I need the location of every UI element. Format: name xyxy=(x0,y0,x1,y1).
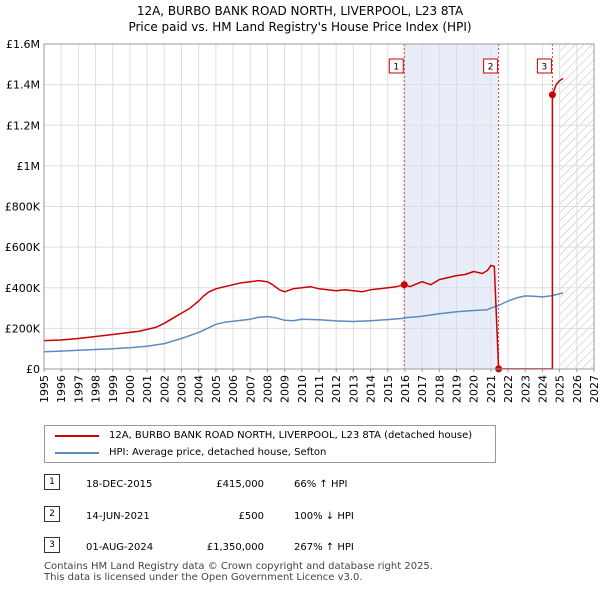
sale-label-number: 1 xyxy=(393,63,399,73)
y-tick-label: £600K xyxy=(5,241,41,254)
x-tick-label: 2017 xyxy=(416,375,429,403)
sale-date: 01-AUG-2024 xyxy=(86,542,154,553)
sale-hpi-change: 267% ↑ HPI xyxy=(294,542,354,553)
x-tick-label: 2025 xyxy=(554,375,567,403)
x-tick-label: 2011 xyxy=(313,375,326,403)
x-tick-label: 2000 xyxy=(124,375,137,403)
y-tick-label: £200K xyxy=(5,322,41,335)
footer-copyright: Contains HM Land Registry data © Crown c… xyxy=(44,561,433,572)
sale-price: £500 xyxy=(238,511,264,522)
chart-legend: 12A, BURBO BANK ROAD NORTH, LIVERPOOL, L… xyxy=(44,425,496,463)
sale-point xyxy=(548,91,556,99)
x-tick-label: 2007 xyxy=(244,375,257,403)
sale-label-number: 2 xyxy=(488,63,494,73)
y-tick-label: £1M xyxy=(17,160,41,173)
x-tick-label: 1997 xyxy=(72,375,85,403)
legend-label-hpi: HPI: Average price, detached house, Seft… xyxy=(109,447,327,458)
x-tick-label: 2020 xyxy=(468,375,481,403)
sale-price: £1,350,000 xyxy=(206,542,264,553)
sale-point xyxy=(400,281,408,289)
x-tick-label: 1996 xyxy=(55,375,68,403)
sale-label-number: 3 xyxy=(542,63,548,73)
x-tick-label: 2022 xyxy=(502,375,515,403)
x-tick-label: 1995 xyxy=(38,375,51,403)
x-tick-label: 2010 xyxy=(296,375,309,403)
price-chart: 1 2 3 £0 £200K £400K £600K £800K £1M £1.2M £1.4M £1… xyxy=(5,38,600,403)
x-tick-label: 2005 xyxy=(210,375,223,403)
x-tick-label: 2003 xyxy=(176,375,189,403)
x-tick-label: 2021 xyxy=(485,375,498,403)
x-tick-label: 2009 xyxy=(279,375,292,403)
footer-licence: This data is licensed under the Open Gov… xyxy=(44,572,363,583)
x-tick-label: 2006 xyxy=(227,375,240,403)
x-tick-label: 2026 xyxy=(571,375,584,403)
sale-date: 14-JUN-2021 xyxy=(86,511,150,522)
x-tick-label: 2023 xyxy=(519,375,532,403)
sale-date: 18-DEC-2015 xyxy=(86,479,153,490)
x-tick-label: 2019 xyxy=(451,375,464,403)
x-tick-label: 2015 xyxy=(382,375,395,403)
sale-number-badge: 1 xyxy=(44,474,60,490)
x-tick-label: 2018 xyxy=(433,375,446,403)
y-tick-label: £0 xyxy=(26,363,40,376)
y-tick-label: £1.6M xyxy=(6,38,40,51)
sale-hpi-change: 66% ↑ HPI xyxy=(294,479,348,490)
hpi-line xyxy=(43,292,564,353)
x-tick-label: 2012 xyxy=(330,375,343,403)
sale-label-box xyxy=(483,58,499,74)
y-tick-label: £800K xyxy=(5,201,41,214)
x-tick-label: 2004 xyxy=(193,375,206,403)
y-tick-label: £1.4M xyxy=(6,79,40,92)
sale-label-box xyxy=(388,58,404,74)
x-tick-label: 2016 xyxy=(399,375,412,403)
y-tick-label: £1.2M xyxy=(6,119,40,132)
legend-swatch-property xyxy=(55,435,99,437)
x-tick-label: 2001 xyxy=(141,375,154,403)
sale-label-box xyxy=(536,58,552,74)
sale-number-badge: 2 xyxy=(44,506,60,522)
sale-number-badge: 3 xyxy=(44,537,60,553)
x-tick-label: 2002 xyxy=(158,375,171,403)
y-tick-label: £400K xyxy=(5,282,41,295)
chart-title-line2: Price paid vs. HM Land Registry's House … xyxy=(128,20,472,34)
legend-label-property: 12A, BURBO BANK ROAD NORTH, LIVERPOOL, L… xyxy=(109,430,473,441)
property-price-line xyxy=(43,77,564,370)
x-tick-label: 2013 xyxy=(347,375,360,403)
chart-title-line1: 12A, BURBO BANK ROAD NORTH, LIVERPOOL, L… xyxy=(136,4,464,18)
x-tick-label: 1999 xyxy=(107,375,120,403)
sale-price: £415,000 xyxy=(216,479,264,490)
legend-swatch-hpi xyxy=(55,452,99,454)
x-tick-label: 2024 xyxy=(536,375,549,403)
x-tick-label: 1998 xyxy=(90,375,103,403)
sale-hpi-change: 100% ↓ HPI xyxy=(294,511,354,522)
x-tick-label: 2014 xyxy=(365,375,378,403)
x-tick-label: 2027 xyxy=(588,375,600,403)
x-tick-label: 2008 xyxy=(261,375,274,403)
